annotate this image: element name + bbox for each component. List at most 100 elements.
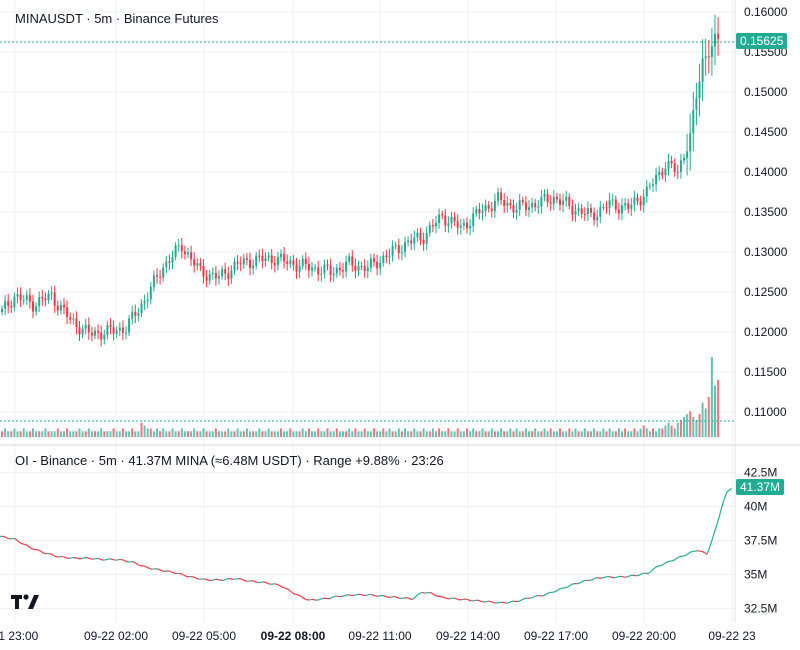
oi-segment <box>422 591 425 594</box>
oi-segment <box>38 549 43 553</box>
candle-body <box>84 324 87 329</box>
candle-body <box>351 256 354 266</box>
oi-segment <box>655 565 659 568</box>
volume-bar <box>531 431 534 437</box>
candle-body <box>165 261 168 268</box>
oi-segment <box>98 557 101 560</box>
oi-line <box>0 488 732 604</box>
oi-segment <box>242 579 246 582</box>
oi-segment <box>507 601 511 604</box>
oi-segment <box>267 582 271 585</box>
oi-segment <box>689 550 693 554</box>
volume-bar <box>605 431 608 437</box>
oi-segment <box>372 594 376 597</box>
oi-segment <box>203 578 207 581</box>
oi-segment <box>652 566 656 570</box>
candle-body <box>245 258 248 260</box>
volume-bar <box>276 431 279 437</box>
volume-bar <box>338 431 341 437</box>
volume-bar <box>261 431 264 437</box>
volume-bar <box>208 431 211 437</box>
candle-body <box>568 196 571 206</box>
volume-bar <box>661 428 664 437</box>
volume-bar <box>466 428 468 437</box>
oi-segment <box>353 594 357 597</box>
oi-segment <box>412 596 416 601</box>
volume-bar <box>84 431 87 437</box>
volume-bar <box>521 431 524 437</box>
oi-segment <box>559 587 563 590</box>
oi-segment <box>377 595 381 597</box>
volume-bar <box>1 431 3 437</box>
oi-segment <box>171 571 175 574</box>
oi-segment <box>7 537 10 540</box>
volume-bar <box>679 419 682 437</box>
volume-bar <box>22 428 25 437</box>
candle-body <box>103 334 106 340</box>
time-axis[interactable]: 21 23:00 09-22 02:00 09-22 05:00 09-22 08:0… <box>0 629 756 643</box>
volume-bar <box>152 431 155 437</box>
candle-body <box>264 257 267 262</box>
candle-body <box>311 267 313 271</box>
candle-body <box>652 184 654 186</box>
oi-segment <box>252 580 256 583</box>
volume-bar <box>413 428 416 437</box>
volume-bar <box>574 428 577 437</box>
candle-body <box>338 267 341 271</box>
volume-bar <box>686 414 689 437</box>
volume-bar <box>673 428 676 437</box>
oi-axis[interactable]: 42.5M 40M 37.5M 35M 32.5M <box>744 466 777 616</box>
candle-body <box>32 301 34 312</box>
candle-body <box>16 294 19 297</box>
volume-bar <box>156 428 158 437</box>
volume-bar <box>270 431 273 437</box>
candle-body <box>267 255 270 258</box>
candle-body <box>397 245 400 254</box>
volume-bar <box>385 431 388 437</box>
volume-bar <box>472 428 475 437</box>
candle-body <box>94 330 96 336</box>
candle-body <box>72 318 75 320</box>
candle-body <box>565 196 568 201</box>
oi-segment <box>213 578 217 581</box>
volume-bar <box>252 431 255 437</box>
candle-body <box>549 202 552 204</box>
candle-body <box>97 330 100 333</box>
volume-bar <box>329 431 332 437</box>
oi-segment <box>517 600 521 603</box>
volume-bar <box>583 428 586 437</box>
tradingview-logo-icon[interactable] <box>11 593 43 616</box>
volume-bar <box>422 428 425 437</box>
volume-bar <box>230 431 233 437</box>
volume-bar <box>323 431 326 437</box>
time-tick-label: 21 23:00 <box>0 629 39 643</box>
volume-bar <box>242 431 245 437</box>
oi-segment <box>144 565 148 568</box>
oi-segment <box>355 593 359 596</box>
volume-bar <box>50 431 53 437</box>
volume-bar <box>658 428 661 437</box>
candle-body <box>252 265 255 269</box>
candle-body <box>87 324 90 333</box>
volume-bar <box>444 431 447 437</box>
volume-bar <box>683 417 685 437</box>
oi-segment <box>677 555 681 559</box>
volume-bar <box>509 428 512 437</box>
candle-body <box>214 273 217 279</box>
candle-body <box>577 208 580 211</box>
oi-segment <box>466 598 470 601</box>
candle-body <box>199 263 202 267</box>
oi-segment <box>721 499 725 508</box>
price-axis[interactable]: 0.160000.155000.150000.145000.140000.135… <box>744 5 788 419</box>
volume-bar <box>53 431 56 437</box>
candle-body <box>503 200 506 206</box>
candle-body <box>112 327 115 334</box>
candle-body <box>599 207 602 217</box>
time-tick-label: 09-22 23 <box>708 629 756 643</box>
oi-segment <box>554 589 558 593</box>
volume-bar <box>335 428 338 437</box>
candle-body <box>348 256 351 262</box>
candle-body <box>484 205 487 211</box>
oi-segment <box>576 582 580 585</box>
